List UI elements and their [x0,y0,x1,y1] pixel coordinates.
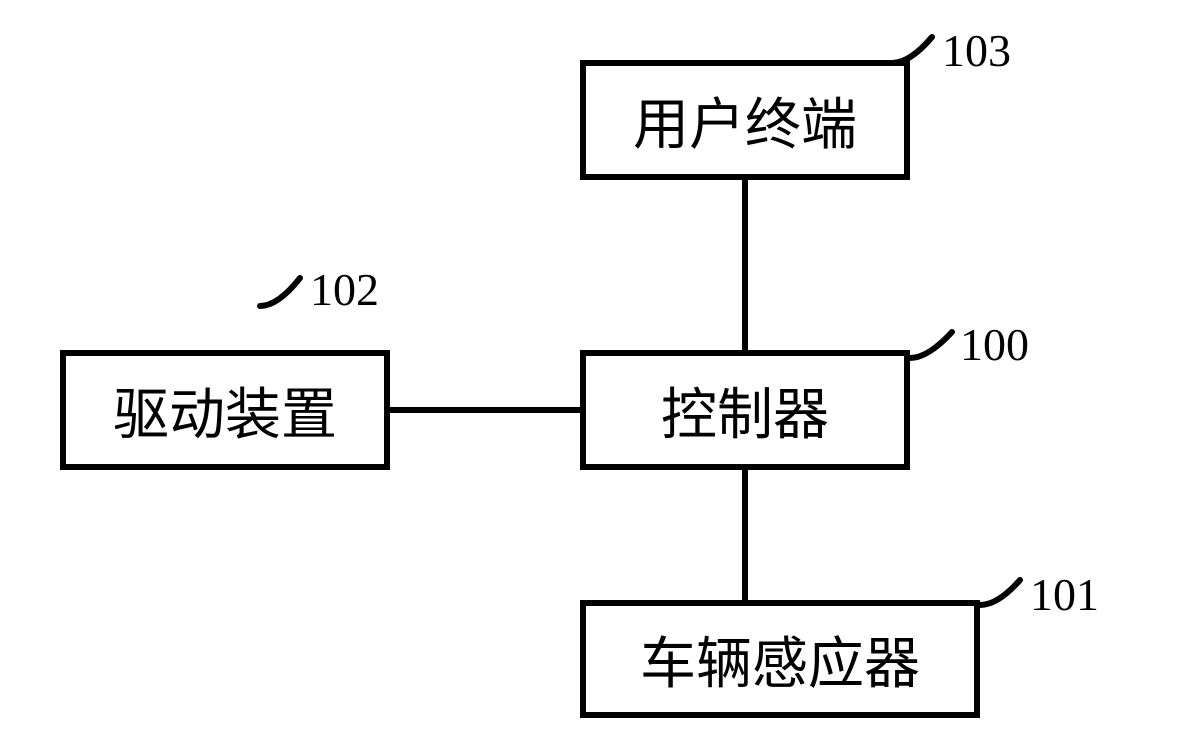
ref-drive-device: 102 [310,263,379,316]
diagram-canvas: 用户终端 103 驱动装置 102 控制器 100 车辆感应器 101 [0,0,1188,742]
node-drive-device: 驱动装置 [60,350,390,470]
callout-drive-device [260,278,305,308]
node-user-terminal: 用户终端 [580,60,910,180]
node-vehicle-sensor-label: 车辆感应器 [640,619,920,700]
callout-user-terminal [892,37,937,67]
ref-controller: 100 [960,318,1029,371]
node-user-terminal-label: 用户终端 [633,80,857,161]
node-vehicle-sensor: 车辆感应器 [580,600,980,718]
callout-vehicle-sensor [980,580,1025,608]
edge-drive-device-controller [390,407,580,413]
ref-vehicle-sensor: 101 [1030,568,1099,621]
callout-controller [910,332,955,362]
node-controller-label: 控制器 [661,370,829,451]
edge-controller-vehicle-sensor [742,470,748,600]
ref-user-terminal: 103 [942,24,1011,77]
node-drive-device-label: 驱动装置 [113,370,337,451]
node-controller: 控制器 [580,350,910,470]
edge-user-terminal-controller [742,180,748,350]
